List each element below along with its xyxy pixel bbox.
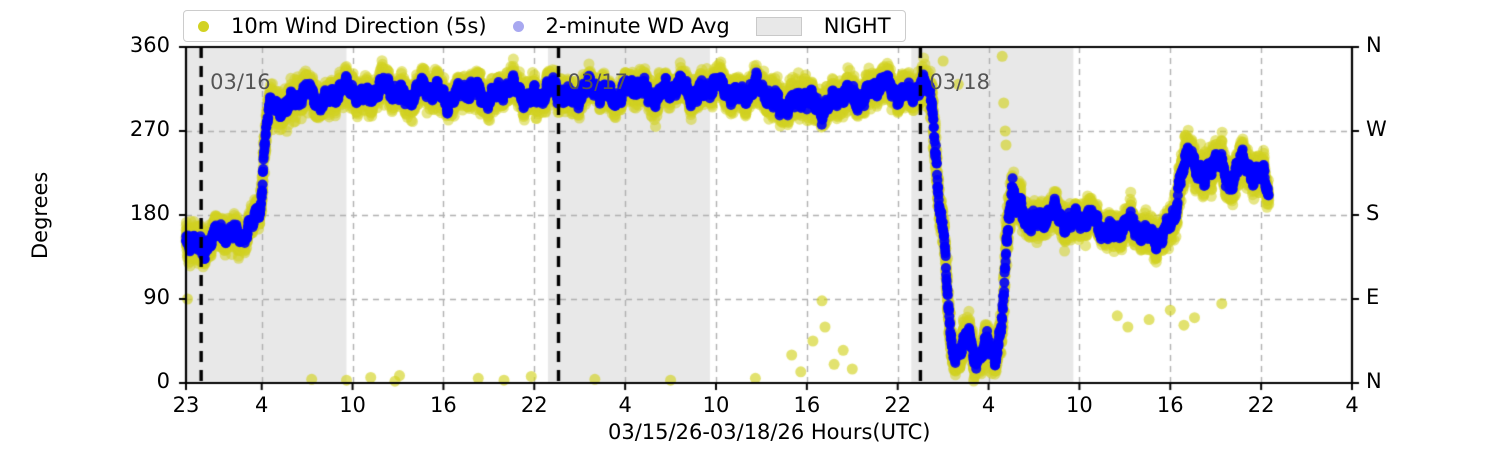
legend-item-label: 2-minute WD Avg: [545, 14, 730, 38]
y-tick-label-right: N: [1366, 369, 1382, 393]
y-tick-label-right: S: [1366, 201, 1380, 225]
date-annotation: 03/18: [929, 70, 990, 94]
x-tick-label: 10: [702, 393, 730, 417]
x-tick-label: 16: [1156, 393, 1184, 417]
y-tick-label-left: 0: [156, 369, 170, 393]
x-tick-label: 23: [172, 393, 200, 417]
legend-item-1[interactable]: 2-minute WD Avg: [512, 14, 730, 38]
y-tick-label-right: W: [1366, 117, 1387, 141]
legend-marker-dot: [198, 20, 209, 32]
legend-item-label: NIGHT: [823, 14, 891, 38]
x-axis-label: 03/15/26-03/18/26 Hours(UTC): [608, 420, 931, 444]
y-tick-label-left: 90: [143, 285, 170, 309]
legend-item-0[interactable]: 10m Wind Direction (5s): [198, 14, 487, 38]
legend-item-label: 10m Wind Direction (5s): [231, 14, 487, 38]
y-axis-label: Degrees: [28, 171, 52, 259]
x-tick-label: 4: [1345, 393, 1359, 417]
x-tick-label: 22: [884, 393, 912, 417]
legend-item-2[interactable]: NIGHT: [755, 14, 891, 38]
x-tick-label: 22: [520, 393, 548, 417]
legend-marker-dot: [512, 20, 524, 32]
x-tick-label: 10: [339, 393, 366, 417]
x-tick-label: 16: [430, 393, 457, 417]
date-annotation: 03/16: [210, 70, 271, 94]
y-tick-label-left: 360: [129, 33, 170, 57]
chart-legend: 10m Wind Direction (5s) 2-minute WD Avg NI…: [183, 10, 906, 42]
y-tick-label-right: N: [1366, 33, 1382, 57]
legend-night-patch: [755, 16, 802, 36]
y-tick-label-left: 270: [129, 117, 170, 141]
date-annotation: 03/17: [567, 70, 629, 94]
x-tick-label: 10: [1066, 393, 1093, 417]
x-tick-label: 16: [793, 393, 821, 417]
y-tick-label-right: E: [1366, 285, 1380, 309]
x-tick-label: 4: [255, 393, 269, 417]
x-tick-label: 22: [1247, 393, 1275, 417]
y-tick-label-left: 180: [129, 201, 170, 225]
x-tick-label: 4: [618, 393, 632, 417]
x-tick-label: 4: [981, 393, 996, 417]
